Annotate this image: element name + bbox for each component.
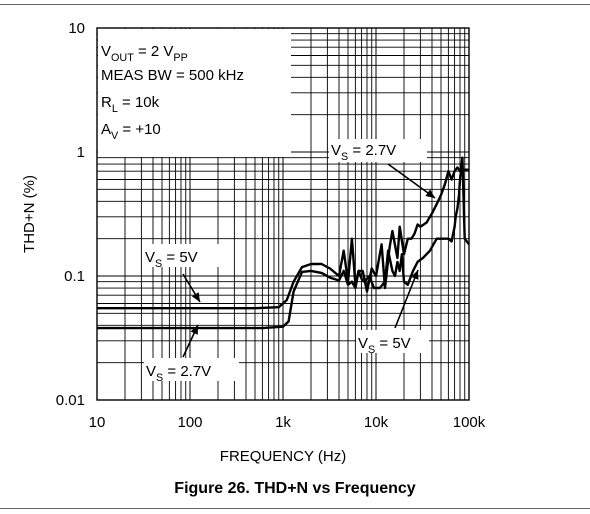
annotation-box bbox=[144, 358, 239, 381]
x-tick-label: 100k bbox=[453, 414, 486, 431]
figure-caption: Figure 26. THD+N vs Frequency bbox=[174, 480, 416, 497]
annotation-box bbox=[329, 139, 427, 162]
annotation-box bbox=[143, 244, 223, 267]
annotation-box bbox=[356, 330, 429, 353]
annotation-label: VS = 5V bbox=[358, 335, 411, 356]
condition-line: RL = 10k bbox=[101, 94, 160, 115]
annotation-label: VS = 2.7V bbox=[331, 142, 396, 163]
annotation-arrow bbox=[387, 163, 436, 199]
condition-line: MEAS BW = 500 kHz bbox=[101, 67, 244, 84]
plot-frame bbox=[96, 27, 470, 401]
series-line-2 bbox=[97, 156, 470, 330]
y-tick-label: 1 bbox=[77, 144, 85, 161]
arrowhead bbox=[190, 325, 198, 335]
series-line-1 bbox=[97, 166, 469, 310]
annotations: VS = 2.7V VS = 5V VS = 5V VS = 2.7V bbox=[143, 139, 436, 384]
y-axis-label: THD+N (%) bbox=[21, 175, 38, 253]
conditions-text: VOUT = 2 VPP MEAS BW = 500 kHz RL = 10k AV … bbox=[101, 43, 244, 142]
bottom-rule bbox=[0, 508, 590, 509]
arrowhead bbox=[425, 189, 435, 198]
condition-line: AV = +10 bbox=[101, 121, 161, 142]
x-tick-label: 10k bbox=[364, 414, 389, 431]
conditions-box bbox=[98, 29, 291, 157]
y-tick-label: 0.01 bbox=[56, 392, 85, 409]
y-tick-label: 10 bbox=[68, 20, 85, 37]
y-tick-label: 0.1 bbox=[64, 268, 85, 285]
annotation-label: VS = 2.7V bbox=[146, 363, 211, 384]
arrowhead bbox=[411, 270, 419, 280]
x-axis-label: FREQUENCY (Hz) bbox=[220, 448, 346, 465]
annotation-label: VS = 5V bbox=[145, 249, 198, 270]
x-tick-label: 10 bbox=[89, 414, 106, 431]
x-tick-label: 100 bbox=[177, 414, 202, 431]
annotation-arrow bbox=[394, 269, 419, 329]
arrowhead bbox=[191, 292, 200, 302]
top-rule bbox=[0, 4, 590, 5]
condition-line: VOUT = 2 VPP bbox=[101, 43, 188, 64]
x-tick-label: 1k bbox=[275, 414, 291, 431]
